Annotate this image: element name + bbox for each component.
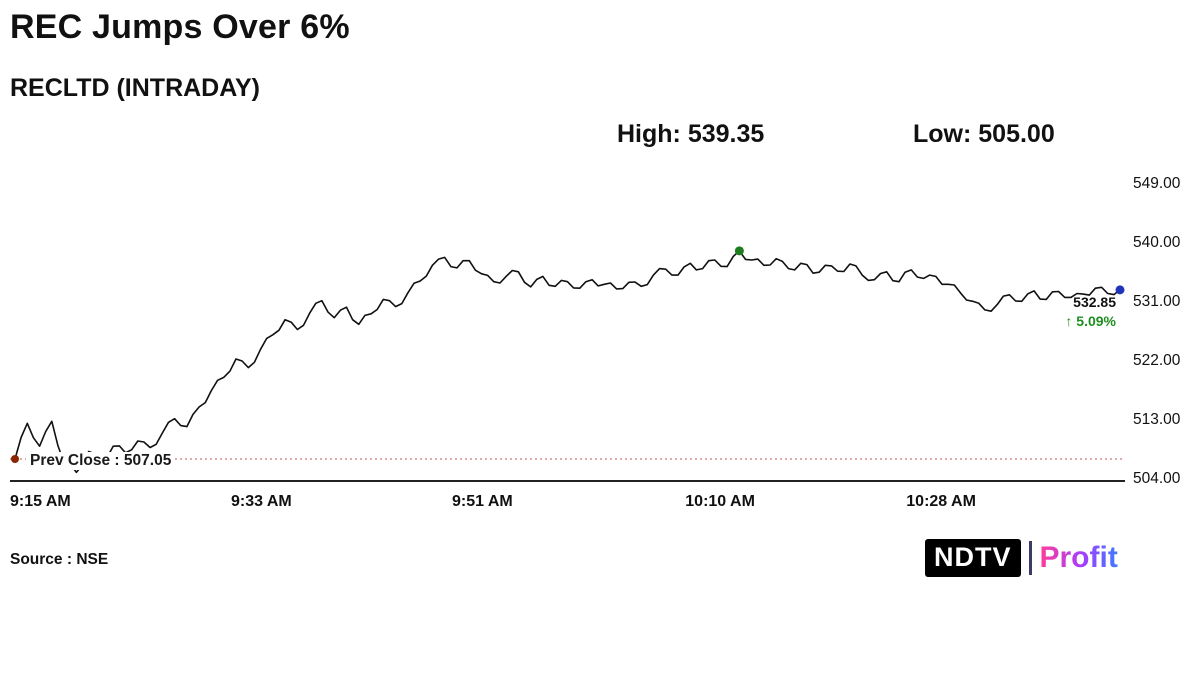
change-percent-label: ↑ 5.09% [1065, 313, 1116, 329]
y-axis-tick-label: 513.00 [1133, 411, 1181, 428]
y-axis-tick-label: 522.00 [1133, 352, 1181, 369]
x-axis-tick-label: 9:15 AM [10, 493, 71, 510]
y-axis-tick-label: 540.00 [1133, 234, 1181, 251]
ndtv-profit-logo: NDTV Profit [925, 539, 1118, 577]
x-axis-tick-label: 10:28 AM [906, 493, 976, 510]
x-axis-tick-label: 9:51 AM [452, 493, 513, 510]
prev-close-label: Prev Close : 507.05 [26, 452, 176, 470]
open-marker-dot [11, 455, 19, 464]
logo-divider [1028, 541, 1032, 575]
chart-subtitle: RECLTD (INTRADAY) [10, 74, 260, 102]
ndtv-logo-text: NDTV [925, 539, 1021, 577]
high-marker-dot [734, 246, 744, 256]
last-price-label: 532.85 [1073, 294, 1116, 310]
price-line [14, 250, 1121, 474]
profit-logo-text: Profit [1039, 541, 1118, 574]
page-title: REC Jumps Over 6% [10, 8, 350, 46]
source-label: Source : NSE [10, 551, 109, 568]
x-axis-tick-label: 9:33 AM [231, 493, 292, 510]
y-axis-tick-label: 531.00 [1133, 293, 1181, 310]
y-axis-tick-label: 504.00 [1133, 470, 1181, 487]
low-value-label: Low: 505.00 [913, 120, 1055, 148]
last-price-marker-dot [1115, 285, 1125, 295]
x-axis-tick-label: 10:10 AM [685, 493, 755, 510]
high-value-label: High: 539.35 [617, 120, 765, 148]
y-axis-tick-label: 549.00 [1133, 175, 1181, 192]
